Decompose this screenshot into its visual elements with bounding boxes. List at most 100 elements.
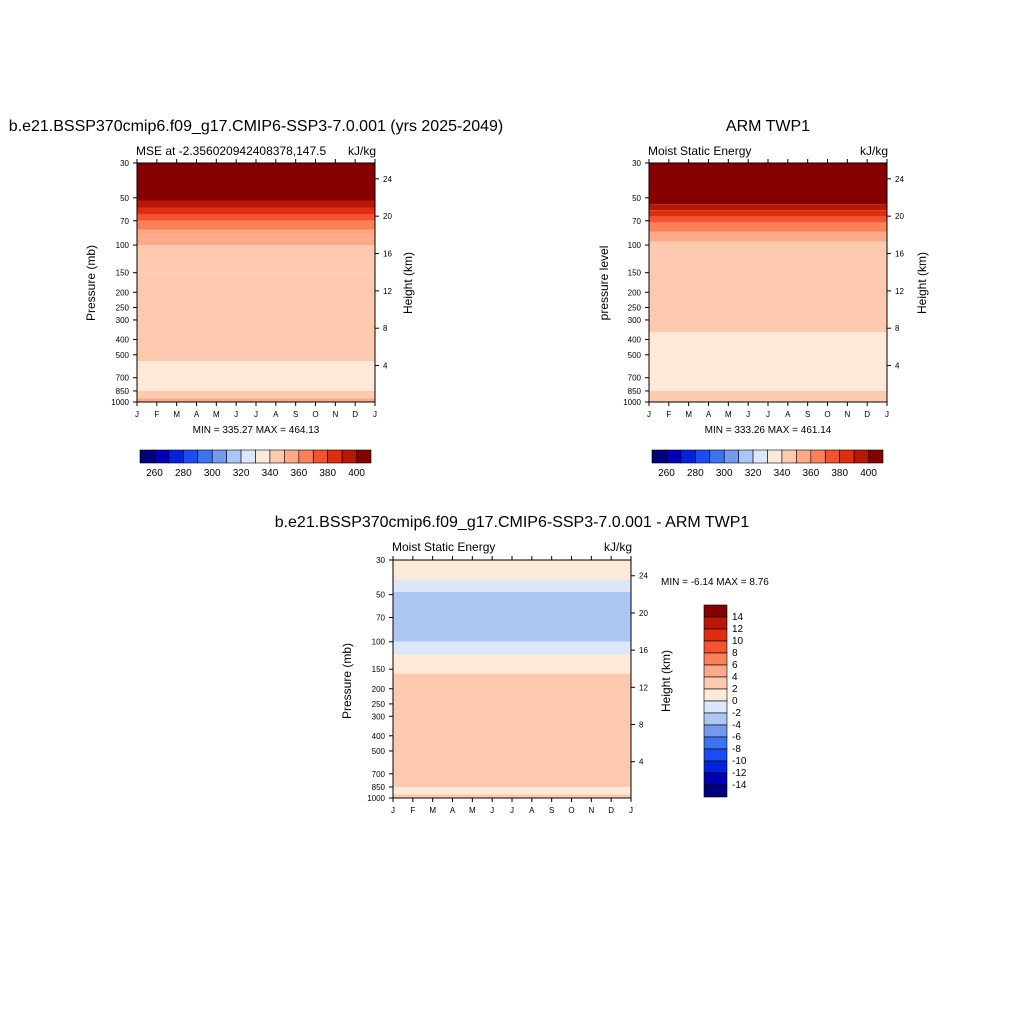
- x-tick-label: S: [805, 410, 810, 419]
- height-tick-label: 20: [895, 212, 904, 221]
- colorbar-label: 0: [732, 696, 738, 707]
- colorbar-box: [703, 700, 728, 714]
- panel1-title: b.e21.BSSP370cmip6.f09_g17.CMIP6-SSP3-7.…: [9, 118, 504, 135]
- y-tick-label: 250: [116, 304, 130, 313]
- contour-band: [649, 390, 887, 402]
- y-tick-label: 50: [120, 194, 129, 203]
- y-tick-label: 200: [628, 288, 642, 297]
- y-tick-label: 50: [632, 194, 641, 203]
- colorbar-label: -14: [732, 780, 747, 791]
- panel3-min-max: MIN = -6.14 MAX = 8.76: [661, 577, 769, 588]
- colorbar-box: [695, 449, 711, 464]
- colorbar-box: [723, 449, 739, 464]
- colorbar-label: 360: [802, 468, 819, 479]
- contour-band: [393, 786, 631, 795]
- contour-band: [137, 163, 375, 201]
- colorbar-box: [226, 449, 242, 464]
- panel1-right-string: kJ/kg: [348, 144, 376, 158]
- colorbar-label: 400: [860, 468, 877, 479]
- panel1-min-max: MIN = 335.27 MAX = 464.13: [193, 425, 320, 436]
- x-tick-label: J: [391, 806, 395, 815]
- x-tick-label: F: [410, 806, 415, 815]
- y-tick-label: 100: [116, 241, 130, 250]
- height-tick-label: 12: [639, 683, 648, 692]
- panel1-colorbar: 260 280 300 320 340 360 380 400: [139, 449, 372, 479]
- x-tick-label: S: [549, 806, 554, 815]
- contour-band: [137, 245, 375, 273]
- colorbar-box: [703, 760, 728, 774]
- x-tick-label: J: [629, 806, 633, 815]
- colorbar-box: [839, 449, 855, 464]
- x-tick-label: J: [885, 410, 889, 419]
- x-tick-label: J: [647, 410, 651, 419]
- contour-band: [137, 229, 375, 240]
- panel2-title: ARM TWP1: [726, 118, 810, 135]
- x-tick-label: M: [429, 806, 436, 815]
- y-tick-label: 30: [376, 556, 385, 565]
- y-tick-label: 70: [120, 217, 129, 226]
- colorbar-label: 6: [732, 660, 738, 671]
- y-tick-label: 1000: [367, 794, 385, 803]
- colorbar-label: 300: [716, 468, 733, 479]
- x-tick-label: O: [568, 806, 574, 815]
- x-tick-label: N: [332, 410, 338, 419]
- panel2-plot: J F M A M J J A S O N D J 30 50 70 100 150 200 250 300 400 500…: [623, 159, 904, 419]
- y-tick-label: 200: [372, 685, 386, 694]
- x-tick-label: A: [194, 410, 200, 419]
- colorbar-box: [703, 712, 728, 726]
- contour-band: [137, 398, 375, 402]
- x-tick-label: J: [746, 410, 750, 419]
- height-tick-label: 20: [639, 609, 648, 618]
- y-tick-label: 1000: [623, 398, 641, 407]
- colorbar-box: [709, 449, 725, 464]
- y-tick-label: 400: [372, 732, 386, 741]
- contour-band: [137, 200, 375, 208]
- colorbar-box: [703, 652, 728, 666]
- y-tick-label: 500: [116, 351, 130, 360]
- colorbar-label: 380: [319, 468, 336, 479]
- colorbar-box: [703, 724, 728, 738]
- colorbar-box: [312, 449, 328, 464]
- height-tick-label: 8: [639, 721, 644, 730]
- x-tick-label: M: [213, 410, 220, 419]
- x-tick-label: A: [450, 806, 456, 815]
- colorbar-box: [853, 449, 869, 464]
- height-tick-label: 24: [895, 175, 904, 184]
- colorbar-label: 320: [233, 468, 250, 479]
- y-tick-label: 250: [372, 700, 386, 709]
- colorbar-label: 260: [146, 468, 163, 479]
- x-tick-label: J: [373, 410, 377, 419]
- y-tick-label: 850: [116, 387, 130, 396]
- colorbar-box: [154, 449, 170, 464]
- colorbar-box: [703, 688, 728, 702]
- x-tick-label: N: [844, 410, 850, 419]
- panel1-ylabel: Pressure (mb): [84, 245, 98, 321]
- colorbar-box: [703, 604, 728, 618]
- colorbar-box: [703, 772, 728, 786]
- colorbar-label: -6: [732, 732, 741, 743]
- colorbar-label: 14: [732, 612, 744, 623]
- colorbar-box: [255, 449, 271, 464]
- panel1-ylabel-right: Height (km): [401, 252, 415, 314]
- y-tick-label: 700: [372, 770, 386, 779]
- colorbar-box: [810, 449, 826, 464]
- y-tick-label: 500: [628, 351, 642, 360]
- colorbar-box: [666, 449, 682, 464]
- panel1-left-string: MSE at -2.356020942408378,147.5: [136, 144, 326, 158]
- contour-band: [137, 361, 375, 391]
- y-tick-label: 400: [628, 336, 642, 345]
- y-tick-label: 850: [372, 783, 386, 792]
- contour-band: [393, 794, 631, 798]
- y-tick-label: 250: [628, 304, 642, 313]
- x-tick-label: M: [173, 410, 180, 419]
- colorbar-box: [796, 449, 812, 464]
- y-tick-label: 500: [372, 747, 386, 756]
- colorbar-box: [139, 449, 155, 464]
- colorbar-box: [183, 449, 199, 464]
- contour-band: [649, 241, 887, 263]
- x-tick-label: J: [234, 410, 238, 419]
- colorbar-box: [327, 449, 343, 464]
- contour-band: [393, 654, 631, 674]
- colorbar-label: 260: [658, 468, 675, 479]
